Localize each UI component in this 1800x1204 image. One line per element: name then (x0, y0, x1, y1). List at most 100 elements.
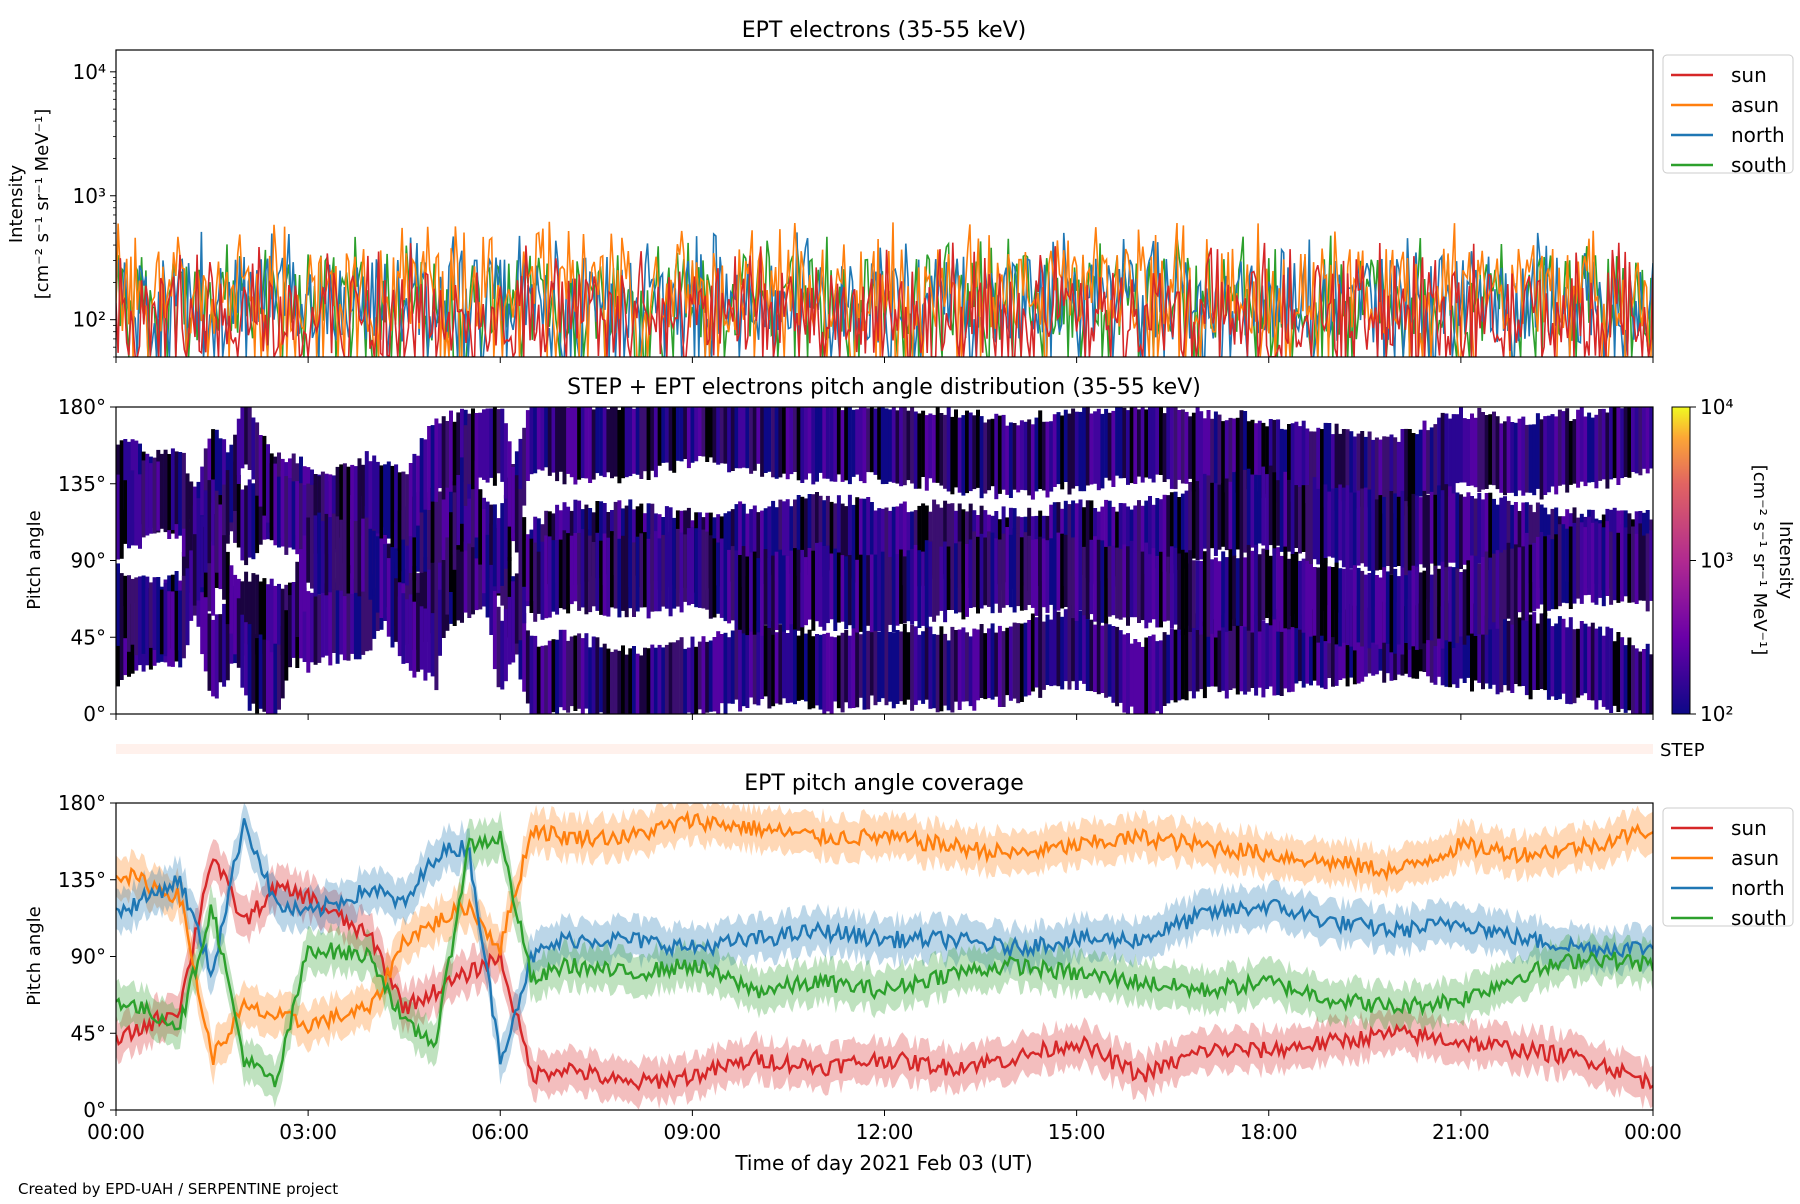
heatmap-cell (1612, 407, 1617, 479)
heatmap-cell (774, 507, 779, 582)
heatmap-cell (752, 551, 757, 635)
coverage-band-north (116, 803, 1653, 1085)
heatmap-cell (244, 485, 249, 566)
heatmap-cell (800, 496, 805, 573)
heatmap-cell (1122, 634, 1127, 713)
heatmap-cell (825, 495, 830, 570)
heatmap-cell (222, 603, 227, 687)
heatmap-cell (588, 535, 593, 613)
heatmap-cell (258, 581, 263, 654)
heatmap-cell (1155, 555, 1160, 628)
heatmap-cell (138, 474, 142, 549)
heatmap-cell (610, 407, 614, 479)
heatmap-cell (1301, 485, 1306, 552)
heatmap-cell (745, 556, 750, 636)
heatmap-cell (1499, 423, 1504, 493)
heatmap-cell (218, 504, 223, 590)
heatmap-cell (1104, 618, 1109, 698)
heatmap-cell (749, 552, 754, 632)
heatmap-cell (306, 591, 311, 673)
heatmap-cell (1429, 574, 1434, 641)
heatmap-cell (1554, 416, 1559, 495)
heatmap-cell (1067, 613, 1072, 690)
heatmap-cell (163, 582, 168, 657)
heatmap-cell (1217, 484, 1222, 550)
heatmap-cell (1579, 407, 1584, 482)
heatmap-cell (712, 637, 717, 712)
heatmap-cell (1320, 558, 1324, 636)
heatmap-cell (906, 512, 911, 580)
colorbar (1671, 406, 1691, 715)
heatmap-cell (1276, 608, 1281, 696)
heatmap-cell (346, 466, 351, 537)
heatmap-cell (284, 476, 289, 555)
heatmap-cell (1396, 496, 1401, 566)
heatmap-cell (1027, 620, 1032, 696)
heatmap-cell (1217, 561, 1222, 631)
heatmap-cell (251, 483, 256, 560)
heatmap-cell (273, 643, 278, 714)
heatmap-cell (525, 410, 530, 481)
heatmap-cell (558, 539, 563, 609)
heatmap-cell (1327, 423, 1332, 502)
heatmap-cell (1528, 424, 1533, 493)
heatmap-cell (1334, 423, 1339, 511)
heatmap-cell (624, 540, 629, 618)
heatmap-cell (1060, 533, 1065, 609)
heatmap-cell (858, 554, 863, 632)
heatmap-cell (1137, 642, 1141, 714)
heatmap-cell (1309, 431, 1313, 500)
heatmap-cell (1609, 531, 1614, 605)
heatmap-cell (529, 407, 534, 475)
heatmap-cell (847, 555, 852, 626)
heatmap-cell (335, 466, 340, 549)
heatmap-cell (1012, 423, 1017, 490)
coverage-x-ticks: 00:00 03:00 06:00 09:00 12:00 15:00 18:00 21:00… (87, 1110, 1682, 1144)
heatmap-cell (1400, 429, 1405, 515)
heatmap-cell (844, 556, 849, 630)
heatmap-cell (1052, 539, 1057, 610)
heatmap-cell (602, 533, 607, 616)
heatmap-cell (719, 538, 724, 618)
heatmap-cell (873, 408, 878, 475)
heatmap-cell (1195, 560, 1200, 630)
heatmap-cell (972, 628, 977, 711)
heatmap-cell (624, 407, 629, 478)
heatmap-cell (551, 407, 556, 473)
heatmap-cell (302, 587, 307, 662)
heatmap-cell (1649, 407, 1653, 469)
heatmap-cell (1473, 603, 1478, 681)
heatmap-cell (1008, 534, 1013, 608)
heatmap-cell (200, 576, 205, 655)
heatmap-cell (928, 626, 933, 709)
heatmap-cell (203, 490, 208, 573)
heatmap-cell (836, 635, 841, 709)
heatmap-cell (639, 655, 644, 714)
heatmap-cell (749, 509, 754, 577)
heatmap-cell (1008, 626, 1013, 701)
heatmap-cell (602, 643, 607, 714)
heatmap-cell (1030, 424, 1035, 500)
coverage-legend: sun asun north south (1662, 807, 1794, 930)
heatmap-cell (485, 534, 490, 618)
heatmap-cell (738, 501, 743, 577)
heatmap-cell (138, 576, 142, 655)
heatmap-cell (1510, 548, 1515, 625)
heatmap-cell (471, 543, 475, 615)
heatmap-cell (880, 407, 885, 485)
heatmap-cell (1587, 412, 1592, 483)
heatmap-cell (258, 477, 263, 545)
heatmap-cell (207, 480, 212, 564)
heatmap-cell (1195, 407, 1200, 490)
heatmap-cell (540, 541, 545, 620)
heatmap-cell (895, 410, 900, 484)
heatmap-cell (602, 407, 607, 478)
heatmap-cell (397, 582, 402, 657)
heatmap-cell (522, 613, 527, 692)
heatmap-cell (1008, 422, 1013, 498)
heatmap-cell (943, 633, 948, 706)
heatmap-cell (1448, 603, 1453, 688)
heatmap-cell (288, 478, 292, 548)
heatmap-cell (229, 444, 234, 523)
heatmap-cell (866, 630, 871, 710)
